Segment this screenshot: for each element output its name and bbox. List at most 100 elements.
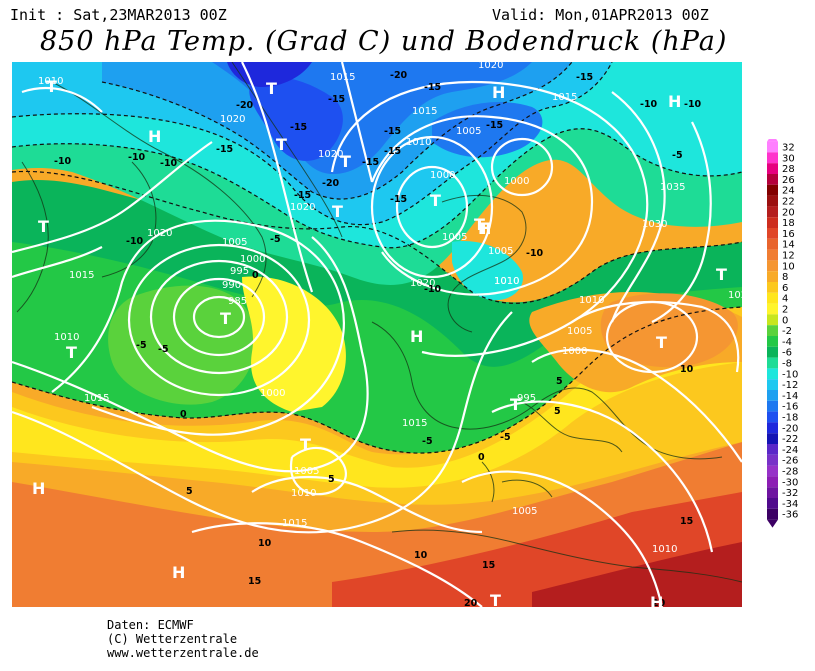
- temperature-label: -5: [422, 436, 433, 447]
- legend-label: 2: [782, 305, 788, 316]
- legend-swatch: [767, 260, 778, 272]
- valid-time-label: Valid: Mon,01APR2013 00Z: [492, 6, 709, 24]
- legend-label: -20: [782, 423, 798, 434]
- temperature-label: 15: [482, 560, 495, 571]
- temperature-label: -20: [390, 70, 408, 81]
- legend-swatch: [767, 184, 778, 196]
- temperature-label: 5: [328, 474, 335, 485]
- low-pressure-marker: T: [332, 202, 343, 221]
- temperature-label: -5: [270, 234, 281, 245]
- legend-swatch: [767, 346, 778, 358]
- high-pressure-marker: H: [410, 327, 423, 346]
- isobar-label: 1005: [294, 466, 319, 477]
- isobar-label: 1000: [430, 170, 455, 181]
- temperature-label: -5: [136, 340, 147, 351]
- temperature-label: 5: [554, 406, 561, 417]
- isobars: [12, 62, 742, 607]
- isobar-label: 1020: [290, 202, 315, 213]
- high-pressure-marker: H: [148, 127, 161, 146]
- legend-label: 14: [782, 240, 795, 251]
- low-pressure-marker: T: [220, 309, 231, 328]
- legend-swatch: [767, 152, 778, 164]
- legend-swatch: [767, 487, 778, 498]
- data-source-label: Daten: ECMWF: [107, 618, 194, 632]
- legend-swatch: [767, 271, 778, 282]
- temperature-label: -10: [526, 248, 544, 259]
- init-time-label: Init : Sat,23MAR2013 00Z: [10, 6, 227, 24]
- temperature-label: -15: [384, 146, 401, 157]
- low-pressure-marker: T: [38, 217, 49, 236]
- high-pressure-marker: H: [172, 563, 185, 582]
- legend-label: -12: [782, 380, 798, 391]
- temperature-label: -5: [158, 344, 169, 355]
- low-pressure-marker: T: [276, 135, 287, 154]
- isobar-label: 1005: [488, 246, 513, 257]
- temperature-label: 20: [464, 598, 478, 607]
- legend-swatch: [767, 174, 778, 185]
- legend-label: -16: [782, 402, 798, 413]
- temperature-label: -15: [486, 120, 503, 131]
- legend-label: -14: [782, 391, 798, 402]
- isobar-label: 1010: [406, 137, 431, 148]
- legend-label: 20: [782, 207, 795, 218]
- isobar-label: 1010: [494, 276, 519, 287]
- coastlines: [16, 62, 742, 583]
- isobar-label: 1015: [402, 418, 427, 429]
- legend-label: -2: [782, 326, 792, 337]
- low-pressure-marker: T: [430, 191, 441, 210]
- legend-label: 6: [782, 283, 788, 294]
- isobar-label: 1015: [330, 72, 355, 83]
- low-pressure-marker: T: [474, 215, 485, 234]
- isobar-label: 1030: [642, 219, 667, 230]
- temperature-label: -10: [160, 158, 178, 169]
- temperature-label: -15: [328, 94, 345, 105]
- temperature-label: -20: [322, 178, 340, 189]
- temperature-label: -15: [290, 122, 307, 133]
- isobar-label: 1020: [478, 62, 503, 71]
- legend-swatch: [767, 336, 778, 347]
- isobar-label: 1000: [504, 176, 529, 187]
- temperature-label: -10: [640, 99, 658, 110]
- legend-label: 16: [782, 229, 795, 240]
- isobar-label: 1000: [240, 254, 265, 265]
- temperature-label: 15: [680, 516, 693, 527]
- legend-label: 4: [782, 294, 788, 305]
- low-pressure-marker: T: [46, 77, 57, 96]
- legend-swatch: [767, 508, 778, 520]
- legend-label: -30: [782, 477, 798, 488]
- isobar-label: 1010: [291, 488, 316, 499]
- legend-swatch: [767, 292, 778, 304]
- legend-label: -34: [782, 499, 798, 510]
- legend-label: -24: [782, 445, 798, 456]
- legend-swatch: [767, 141, 778, 153]
- temperature-label: 20: [652, 598, 666, 607]
- legend-label: 8: [782, 272, 788, 283]
- isobar-label: 1000: [260, 388, 285, 399]
- low-pressure-marker: T: [478, 219, 489, 238]
- isobar-label: 985: [228, 296, 247, 307]
- legend-swatch: [767, 238, 778, 250]
- map-title: 850 hPa Temp. (Grad C) und Bodendruck (h…: [40, 26, 728, 57]
- isobar-label: 1020: [728, 290, 742, 301]
- temperature-label: -15: [424, 82, 441, 93]
- website-link[interactable]: www.wetterzentrale.de: [107, 646, 259, 660]
- temperature-label: -10: [126, 236, 144, 247]
- temperature-label: -10: [54, 156, 72, 167]
- temperature-field: [12, 62, 742, 607]
- legend-swatch: [767, 249, 778, 261]
- temperature-label: -15: [390, 194, 407, 205]
- legend-swatch: [767, 454, 778, 466]
- high-pressure-marker: H: [492, 83, 505, 102]
- temperature-label: -15: [576, 72, 593, 83]
- temperature-label: 10: [258, 538, 272, 549]
- isobar-label: 1015: [84, 393, 109, 404]
- high-pressure-marker: H: [478, 219, 491, 238]
- isobar-label: 1020: [410, 278, 435, 289]
- legend-label: 18: [782, 218, 795, 229]
- legend-swatch: [767, 390, 778, 401]
- legend-label: -8: [782, 359, 792, 370]
- legend-swatch: [767, 303, 778, 315]
- legend-top-arrow: [767, 139, 778, 142]
- legend-label: -28: [782, 467, 798, 478]
- legend-swatch: [767, 433, 778, 444]
